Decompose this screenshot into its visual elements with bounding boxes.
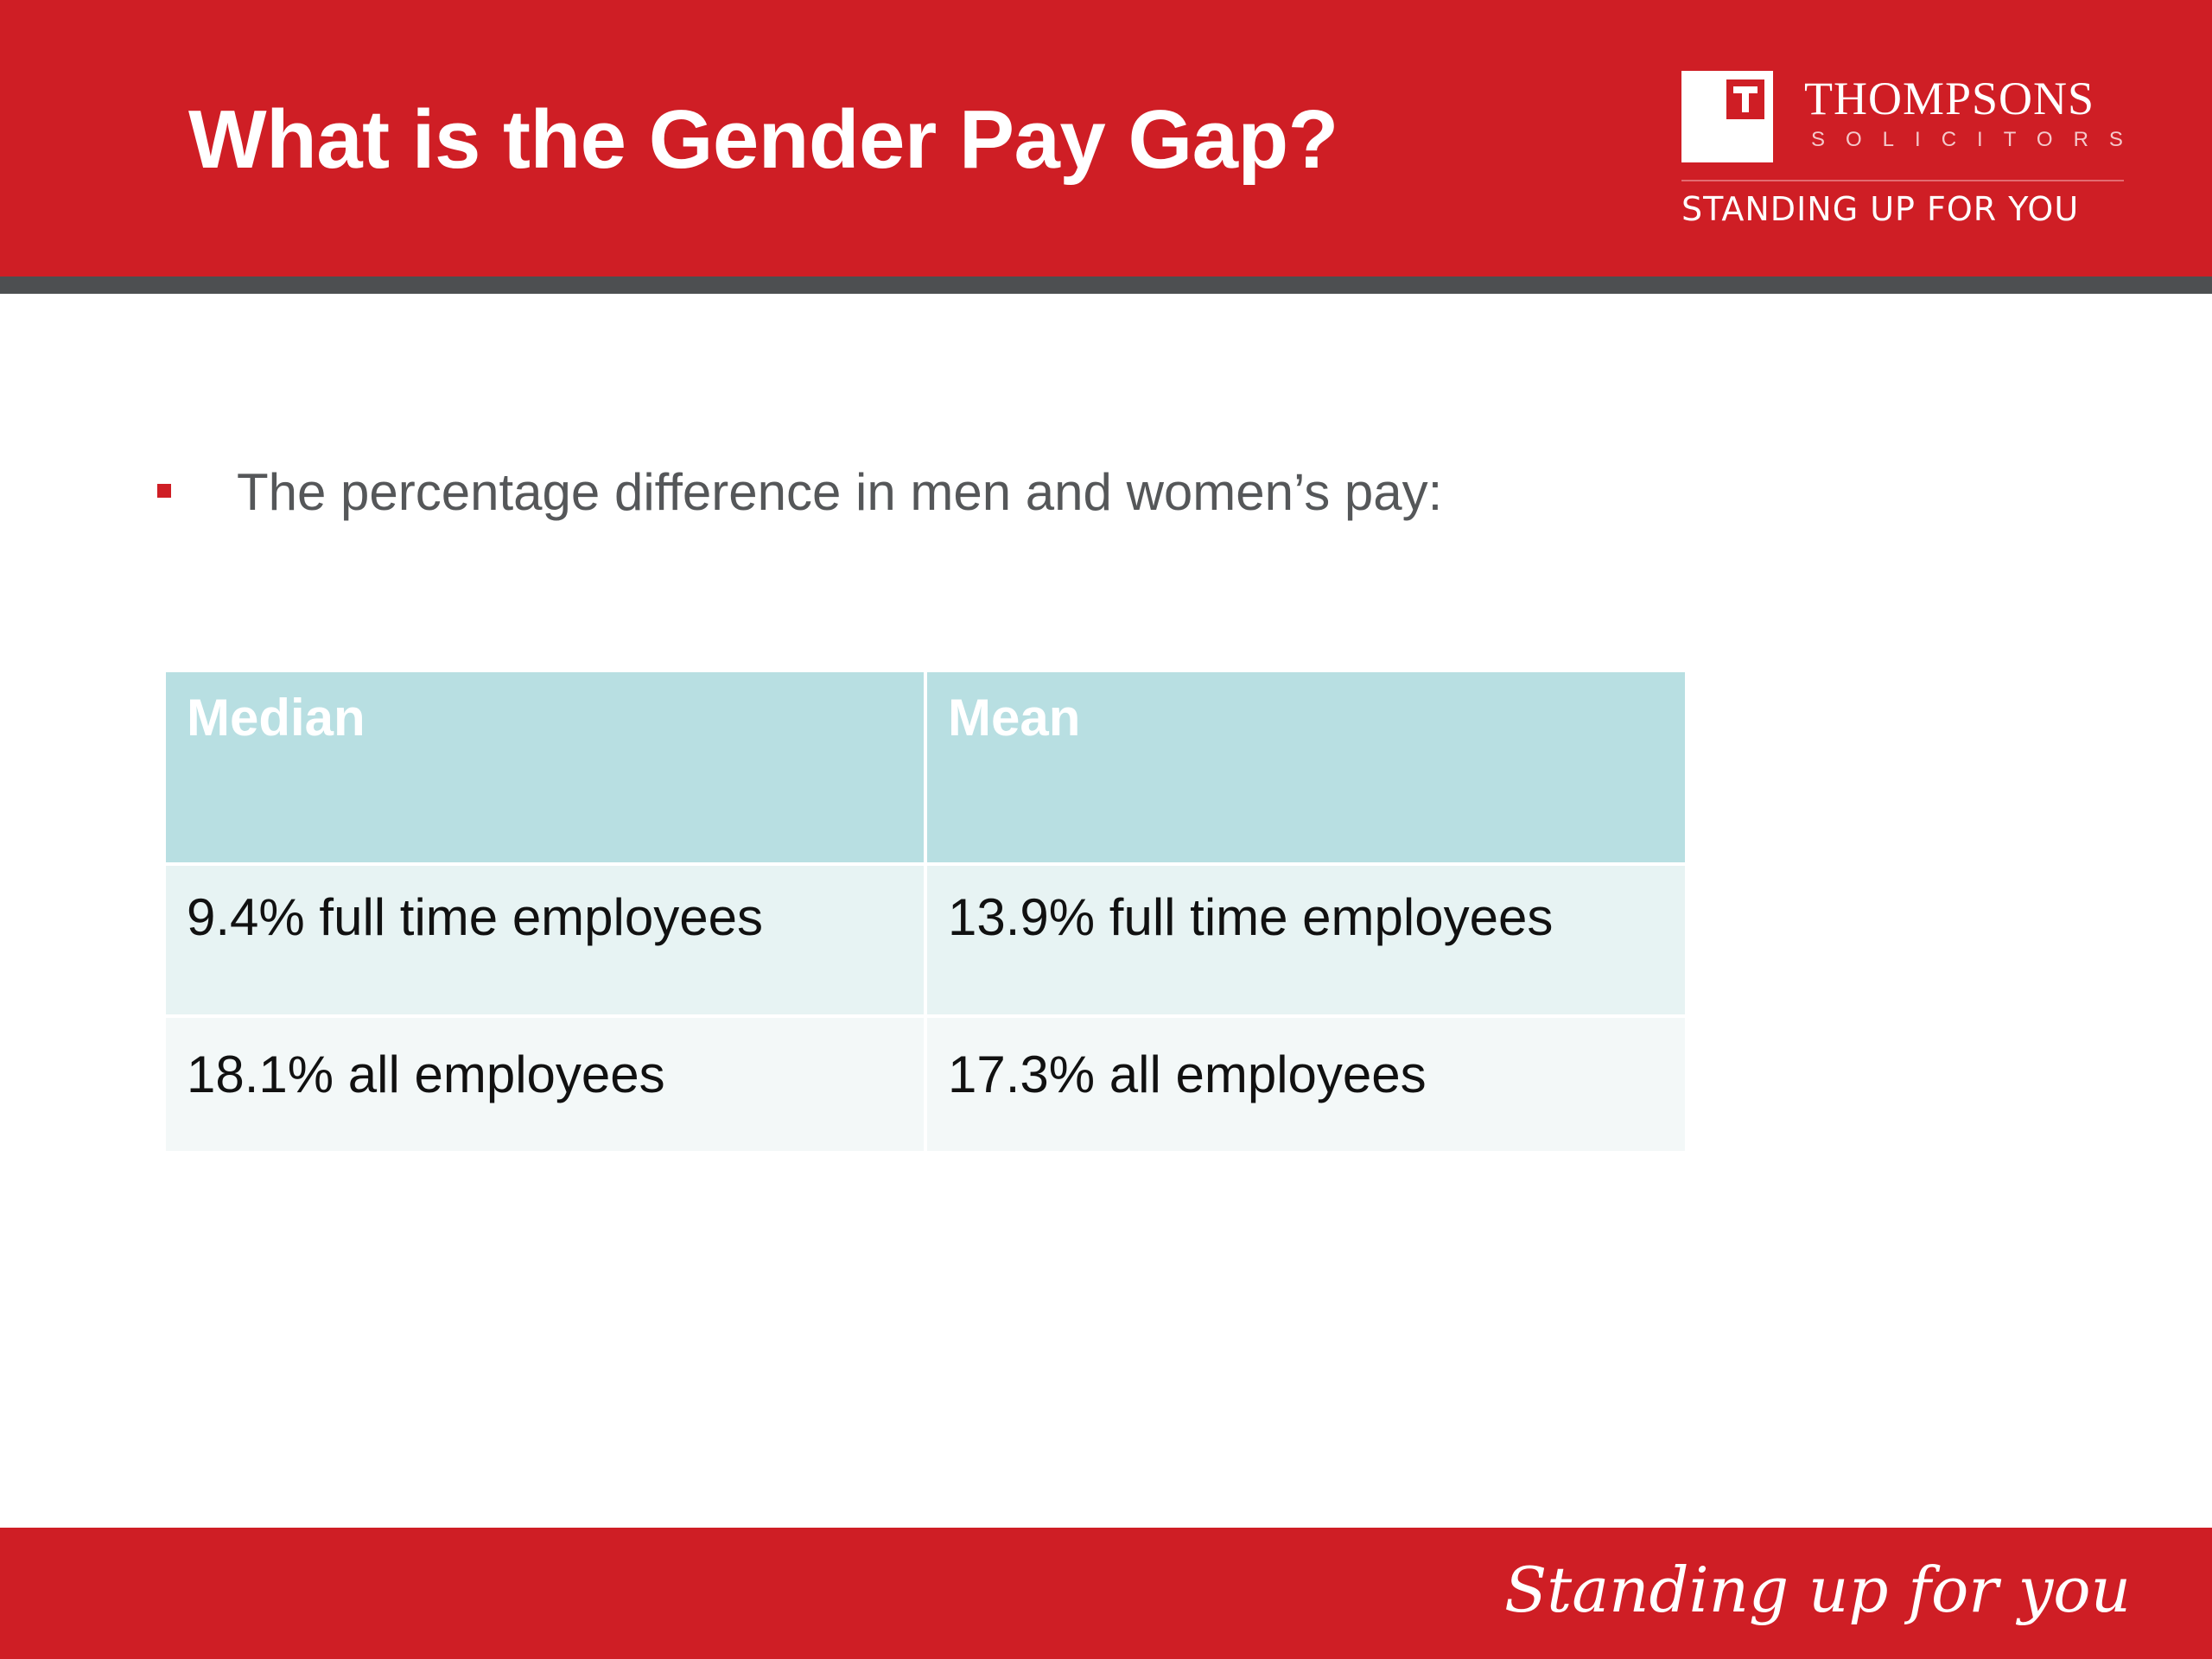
header-bar: What is the Gender Pay Gap? THOMPSONS SO… xyxy=(0,0,2212,276)
bullet-square-icon xyxy=(157,484,171,498)
footer-tagline: Standing up for you xyxy=(1503,1554,2131,1626)
table-cell-mean: 13.9% full time employees xyxy=(927,866,1685,1014)
column-header-median: Median xyxy=(166,672,924,862)
table-cell-mean: 17.3% all employees xyxy=(927,1018,1685,1151)
table-row: 9.4% full time employees 13.9% full time… xyxy=(166,866,1685,1014)
column-header-mean: Mean xyxy=(927,672,1685,862)
header-divider xyxy=(0,276,2212,294)
table-cell-median: 9.4% full time employees xyxy=(166,866,924,1014)
pay-gap-table: Median Mean 9.4% full time employees 13.… xyxy=(162,669,1688,1154)
table-row: 18.1% all employees 17.3% all employees xyxy=(166,1018,1685,1151)
page-title: What is the Gender Pay Gap? xyxy=(188,93,1338,186)
table-header-row: Median Mean xyxy=(166,672,1685,862)
company-logo: THOMPSONS SOLICITORS STANDING UP FOR YOU xyxy=(1681,71,2124,235)
logo-name: THOMPSONS xyxy=(1804,73,2095,124)
logo-tagline: STANDING UP FOR YOU xyxy=(1681,190,2080,228)
bullet-text: The percentage difference in men and wom… xyxy=(237,463,1443,521)
table-cell-median: 18.1% all employees xyxy=(166,1018,924,1151)
logo-mark-icon xyxy=(1681,71,1773,162)
logo-divider xyxy=(1681,180,2124,181)
logo-subtitle: SOLICITORS xyxy=(1811,128,2144,151)
footer-bar: Standing up for you xyxy=(0,1528,2212,1659)
